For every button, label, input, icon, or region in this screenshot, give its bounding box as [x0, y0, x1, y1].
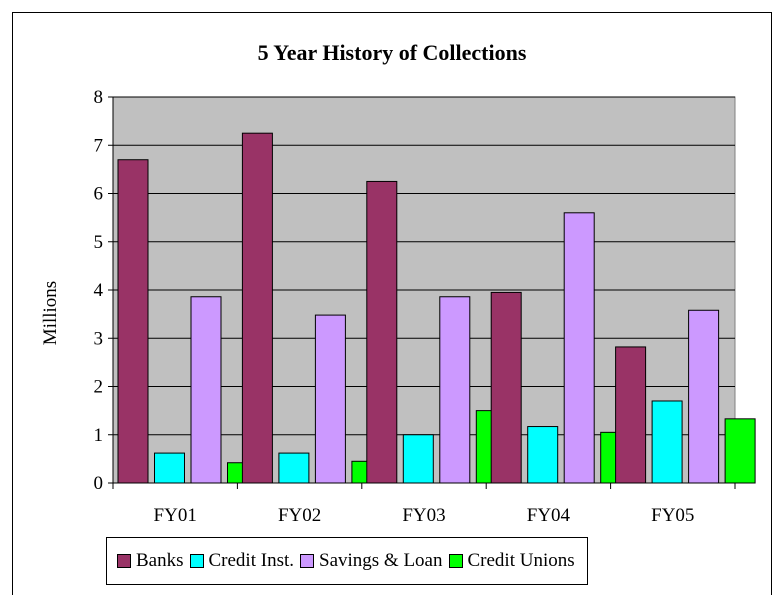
y-tick-label: 6 [94, 184, 104, 205]
y-tick-label: 5 [94, 232, 104, 253]
legend-item: Credit Inst. [189, 550, 295, 572]
legend-label: Banks [136, 550, 184, 571]
x-tick-label: FY02 [278, 505, 321, 526]
legend-swatch [300, 554, 314, 568]
legend-label: Savings & Loan [319, 550, 443, 571]
bar-savings-loan-fy01 [190, 296, 222, 484]
chart-title: 5 Year History of Collections [258, 40, 527, 65]
bar-credit-inst--fy01 [154, 452, 185, 484]
x-tick-label: FY05 [651, 505, 694, 526]
y-tick-label: 0 [94, 473, 104, 494]
legend-item: Credit Unions [448, 550, 575, 572]
y-tick-label: 7 [94, 135, 104, 156]
legend-label: Credit Unions [467, 550, 575, 571]
legend-swatch [117, 554, 131, 568]
bar-credit-inst--fy02 [278, 452, 310, 484]
bar-savings-loan-fy04 [563, 212, 595, 484]
bar-banks-fy04 [490, 291, 522, 484]
bar-savings-loan-fy03 [439, 296, 471, 484]
y-tick-label: 4 [94, 280, 104, 301]
bar-credit-inst--fy03 [402, 434, 434, 484]
y-tick-label: 8 [94, 87, 104, 108]
legend-swatch [448, 554, 463, 568]
bar-banks-fy03 [366, 180, 398, 484]
legend-label: Credit Inst. [208, 550, 295, 571]
y-tick-label: 1 [94, 425, 104, 446]
bar-credit-inst--fy04 [527, 426, 559, 484]
bar-savings-loan-fy02 [314, 314, 346, 484]
x-tick-label: FY04 [527, 505, 571, 526]
bar-banks-fy05 [615, 346, 647, 484]
x-tick-label: FY03 [402, 505, 445, 526]
bar-savings-loan-fy05 [688, 309, 720, 484]
legend-item: Banks [117, 550, 184, 572]
bar-credit-unions-fy05 [724, 418, 756, 484]
legend-swatch [189, 554, 204, 568]
bar-banks-fy02 [241, 132, 273, 484]
bar-banks-fy01 [117, 159, 149, 484]
chart-legend: Banks Credit Inst. Savings & Loan Credit Un… [106, 537, 588, 585]
y-tick-label: 2 [94, 377, 104, 398]
y-axis-label: Millions [40, 281, 61, 345]
y-tick-label: 3 [94, 328, 104, 349]
x-tick-label: FY01 [154, 505, 197, 526]
bar-credit-inst--fy05 [651, 400, 683, 484]
legend-item: Savings & Loan [300, 550, 443, 572]
